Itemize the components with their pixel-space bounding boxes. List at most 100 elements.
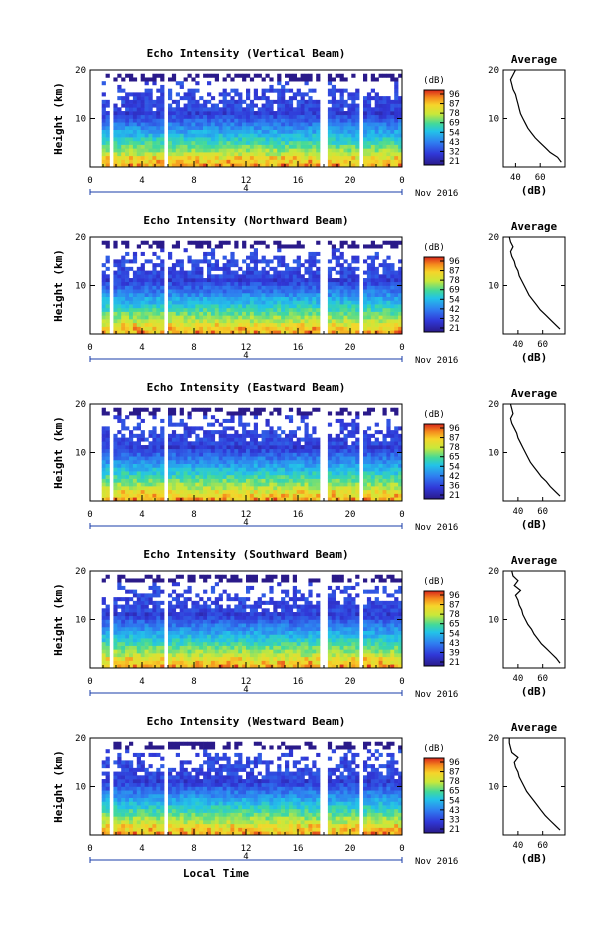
avg-x-tick-label: 60 (535, 173, 546, 183)
y-tick-label: 20 (75, 233, 86, 243)
avg-x-tick-label: 40 (512, 841, 523, 851)
colorbar (423, 590, 445, 667)
colorbar-tick-label: 21 (449, 658, 460, 668)
x-tick-label: 4 (139, 844, 144, 854)
y-tick-label: 20 (75, 567, 86, 577)
x-tick-label: 4 (139, 677, 144, 687)
colorbar-tick-label: 54 (449, 462, 460, 472)
colorbar-tick-label: 78 (449, 276, 460, 286)
colorbar (423, 757, 445, 834)
x-tick-label: 8 (191, 510, 196, 520)
x-axis-label: Local Time (183, 867, 250, 880)
heatmap-field (101, 407, 403, 502)
average-title: Average (511, 220, 558, 233)
colorbar-tick-label: 54 (449, 295, 460, 305)
avg-x-label: (dB) (521, 852, 548, 865)
heatmap-field (101, 240, 403, 335)
panel-vertical: Echo Intensity (Vertical Beam) 10 20 Height… (52, 47, 566, 199)
x-tick-label: 0 (399, 677, 404, 687)
average-title: Average (511, 387, 558, 400)
avg-x-label: (dB) (521, 351, 548, 364)
x-tick-label: 16 (293, 677, 304, 687)
avg-x-tick-label: 60 (537, 841, 548, 851)
avg-x-tick-label: 40 (510, 173, 521, 183)
y-tick-label: 10 (75, 616, 86, 626)
panel-southward: Echo Intensity (Southward Beam) 10 20 Heigh… (52, 548, 566, 700)
colorbar-tick-label: 43 (449, 639, 460, 649)
y-axis-label: Height (km) (52, 583, 65, 656)
avg-x-tick-label: 40 (512, 507, 523, 517)
y-axis-label: Height (km) (52, 82, 65, 155)
x-tick-label: 16 (293, 510, 304, 520)
x-tick-label: 4 (139, 343, 144, 353)
y-tick-label: 20 (75, 734, 86, 744)
colorbar-tick-label: 87 (449, 100, 460, 110)
panel-title: Echo Intensity (Eastward Beam) (147, 381, 346, 394)
heatmap-field (101, 574, 403, 669)
colorbar-tick-label: 69 (449, 119, 460, 129)
avg-profile-line (511, 570, 561, 664)
panel-eastward: Echo Intensity (Eastward Beam) 10 20 Height… (52, 381, 566, 533)
colorbar-tick-label: 54 (449, 629, 460, 639)
date-label: Nov 2016 (415, 857, 458, 867)
colorbar-unit: (dB) (423, 577, 445, 587)
colorbar-tick-label: 96 (449, 591, 460, 601)
x-tick-label: 20 (345, 510, 356, 520)
average-title: Average (511, 53, 558, 66)
colorbar-tick-label: 43 (449, 138, 460, 148)
colorbar-tick-label: 39 (449, 648, 460, 658)
date-label: Nov 2016 (415, 356, 458, 366)
avg-x-tick-label: 40 (512, 340, 523, 350)
panel-westward: Echo Intensity (Westward Beam) 10 20 Height… (52, 715, 566, 867)
colorbar-tick-label: 43 (449, 806, 460, 816)
y-tick-label: 20 (75, 400, 86, 410)
average-frame (502, 570, 566, 669)
average-panel: Average 10 20 40 60(dB) (488, 387, 566, 531)
colorbar-tick-label: 65 (449, 620, 460, 630)
x-tick-label: 8 (191, 176, 196, 186)
date-marker: 4 (243, 184, 248, 194)
x-tick-label: 8 (191, 343, 196, 353)
y-tick-label: 10 (75, 115, 86, 125)
colorbar-tick-label: 21 (449, 324, 460, 334)
avg-y-tick-label: 10 (488, 282, 499, 292)
colorbar-tick-label: 36 (449, 481, 460, 491)
avg-x-label: (dB) (521, 184, 548, 197)
average-frame (502, 403, 566, 502)
panel-title: Echo Intensity (Northward Beam) (143, 214, 348, 227)
x-tick-label: 16 (293, 343, 304, 353)
colorbar-tick-label: 54 (449, 796, 460, 806)
avg-x-tick-label: 60 (537, 674, 548, 684)
x-tick-label: 0 (87, 343, 92, 353)
avg-x-label: (dB) (521, 685, 548, 698)
average-title: Average (511, 721, 558, 734)
x-tick-label: 0 (87, 176, 92, 186)
date-label: Nov 2016 (415, 690, 458, 700)
colorbar-tick-label: 87 (449, 434, 460, 444)
colorbar-tick-label: 96 (449, 424, 460, 434)
colorbar-tick-label: 65 (449, 787, 460, 797)
panel-title: Echo Intensity (Westward Beam) (147, 715, 346, 728)
colorbar-tick-label: 96 (449, 758, 460, 768)
date-marker: 4 (243, 351, 248, 361)
panel-title: Echo Intensity (Southward Beam) (143, 548, 348, 561)
colorbar-tick-label: 87 (449, 267, 460, 277)
x-tick-label: 12 (241, 510, 252, 520)
average-panel: Average 10 20 40 60(dB) (488, 53, 566, 197)
x-tick-label: 20 (345, 343, 356, 353)
y-tick-label: 20 (75, 66, 86, 76)
date-label: Nov 2016 (415, 189, 458, 199)
colorbar-tick-label: 96 (449, 90, 460, 100)
x-tick-label: 16 (293, 176, 304, 186)
colorbar-tick-label: 42 (449, 472, 460, 482)
colorbar-tick-label: 87 (449, 601, 460, 611)
avg-profile-line (509, 69, 562, 163)
colorbar-unit: (dB) (423, 76, 445, 86)
x-tick-label: 16 (293, 844, 304, 854)
colorbar-tick-label: 21 (449, 825, 460, 835)
avg-y-tick-label: 10 (488, 115, 499, 125)
x-tick-label: 0 (87, 510, 92, 520)
colorbar-tick-label: 33 (449, 815, 460, 825)
y-tick-label: 10 (75, 449, 86, 459)
avg-y-tick-label: 10 (488, 783, 499, 793)
